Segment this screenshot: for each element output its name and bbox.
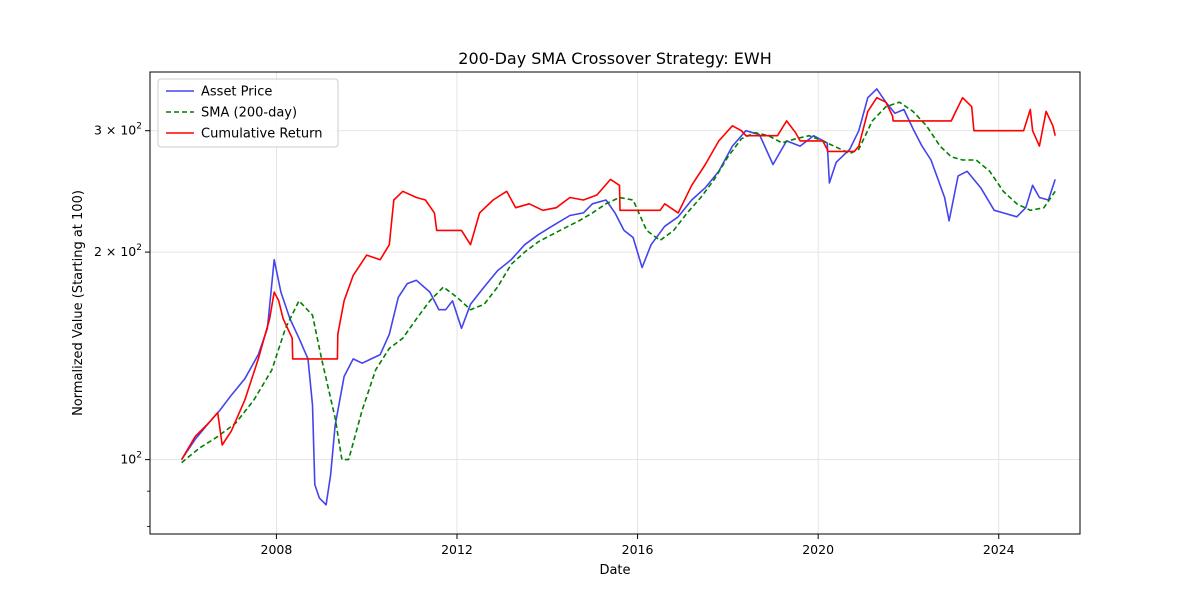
series-layer — [180, 88, 1056, 506]
legend-label: Asset Price — [201, 85, 272, 100]
series-line-asset-price — [180, 88, 1056, 506]
plot-frame — [149, 71, 1081, 535]
y-tick-label: 102 — [120, 451, 142, 467]
legend-label: Cumulative Return — [201, 127, 322, 142]
x-tick-label: 2012 — [441, 542, 473, 557]
y-tick-label: 3 × 102 — [94, 122, 142, 138]
x-axis-label: Date — [599, 563, 630, 578]
x-tick-label: 2008 — [261, 542, 293, 557]
legend: Asset Price SMA (200-day) Cumulative Retur… — [157, 78, 339, 148]
legend-label: SMA (200-day) — [201, 106, 297, 121]
y-axis-label: Normalized Value (Starting at 100) — [71, 190, 86, 416]
y-tick-label: 2 × 102 — [94, 243, 142, 259]
chart-title: 200-Day SMA Crossover Strategy: EWH — [458, 49, 771, 68]
legend-box — [157, 78, 339, 148]
x-axis: 2008 2012 2016 2020 2024 — [261, 534, 1015, 557]
x-tick-label: 2024 — [983, 542, 1015, 557]
series-line-cumulative-return — [180, 96, 1056, 461]
y-axis: 102 2 × 102 3 × 102 — [94, 122, 150, 527]
x-tick-label: 2016 — [622, 542, 654, 557]
x-tick-label: 2020 — [802, 542, 834, 557]
